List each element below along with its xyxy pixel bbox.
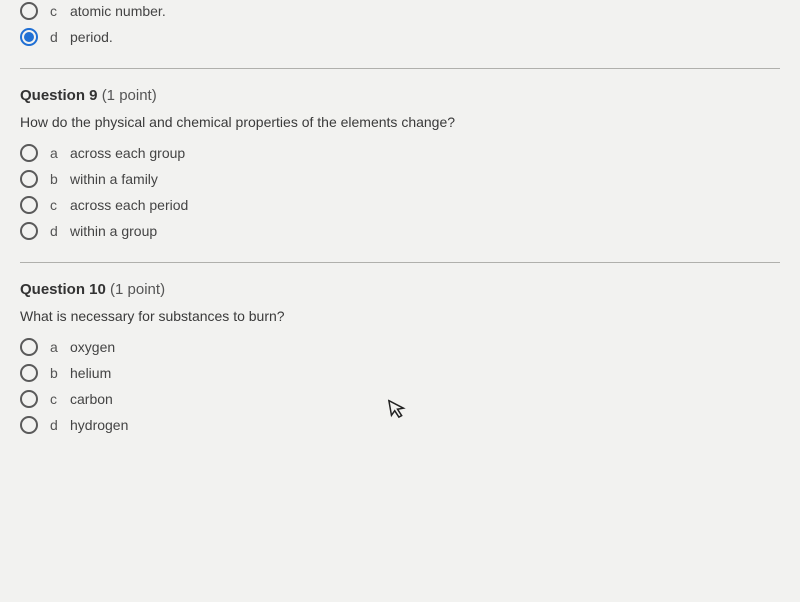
q9-option-d[interactable]: d within a group — [20, 222, 780, 240]
question-header: Question 10 (1 point) — [20, 281, 780, 298]
option-text: oxygen — [70, 339, 115, 355]
radio-unchecked-icon[interactable] — [20, 416, 38, 434]
question-divider — [20, 68, 780, 69]
option-letter: a — [50, 339, 70, 355]
radio-unchecked-icon[interactable] — [20, 2, 38, 20]
option-text: across each period — [70, 197, 188, 213]
prev-option-d[interactable]: d period. — [20, 28, 780, 46]
question-header: Question 9 (1 point) — [20, 87, 780, 104]
radio-unchecked-icon[interactable] — [20, 196, 38, 214]
option-text: across each group — [70, 145, 185, 161]
q9-option-c[interactable]: c across each period — [20, 196, 780, 214]
option-letter: c — [50, 3, 70, 19]
question-title: Question 9 — [20, 87, 98, 104]
option-text: within a group — [70, 223, 157, 239]
question-title: Question 10 — [20, 281, 106, 298]
option-text: helium — [70, 365, 111, 381]
radio-unchecked-icon[interactable] — [20, 390, 38, 408]
option-text: carbon — [70, 391, 113, 407]
option-text: within a family — [70, 171, 158, 187]
q10-option-a[interactable]: a oxygen — [20, 338, 780, 356]
radio-unchecked-icon[interactable] — [20, 364, 38, 382]
question-prompt: How do the physical and chemical propert… — [20, 114, 780, 130]
option-letter: d — [50, 29, 70, 45]
option-text: hydrogen — [70, 417, 128, 433]
q9-option-a[interactable]: a across each group — [20, 144, 780, 162]
option-letter: b — [50, 171, 70, 187]
option-letter: c — [50, 197, 70, 213]
radio-unchecked-icon[interactable] — [20, 338, 38, 356]
q9-option-b[interactable]: b within a family — [20, 170, 780, 188]
question-points: (1 point) — [110, 281, 165, 298]
prev-option-c[interactable]: c atomic number. — [20, 2, 780, 20]
question-9: Question 9 (1 point) How do the physical… — [20, 87, 780, 240]
option-text: period. — [70, 29, 113, 45]
prev-question-tail: c atomic number. d period. — [20, 2, 780, 46]
option-letter: a — [50, 145, 70, 161]
question-prompt: What is necessary for substances to burn… — [20, 308, 780, 324]
option-letter: d — [50, 223, 70, 239]
radio-unchecked-icon[interactable] — [20, 222, 38, 240]
option-text: atomic number. — [70, 3, 166, 19]
question-points: (1 point) — [102, 87, 157, 104]
option-letter: d — [50, 417, 70, 433]
radio-unchecked-icon[interactable] — [20, 170, 38, 188]
radio-checked-icon[interactable] — [20, 28, 38, 46]
radio-unchecked-icon[interactable] — [20, 144, 38, 162]
option-letter: b — [50, 365, 70, 381]
question-divider — [20, 262, 780, 263]
q10-option-b[interactable]: b helium — [20, 364, 780, 382]
option-letter: c — [50, 391, 70, 407]
